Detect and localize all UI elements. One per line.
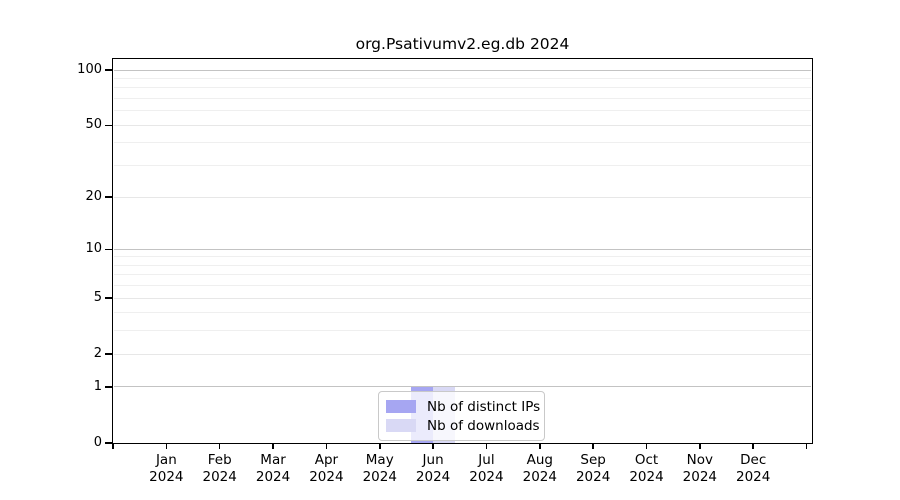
- y-gridline-minor: [114, 78, 811, 80]
- x-axis-label-year: 2024: [309, 469, 344, 485]
- x-axis-label-year: 2024: [736, 469, 771, 485]
- x-axis-tick: [699, 444, 701, 449]
- y-gridline-minor: [114, 98, 811, 100]
- x-axis-tick: [432, 444, 434, 449]
- x-axis-label-month: Oct: [634, 452, 659, 468]
- y-axis-tick: [105, 69, 112, 71]
- x-axis-tick: [165, 444, 168, 449]
- y-gridline-minor: [114, 110, 811, 112]
- y-gridline-minor: [114, 285, 811, 287]
- x-axis-tick: [112, 444, 114, 449]
- legend-label-distinct-ips: Nb of distinct IPs: [427, 398, 541, 415]
- x-axis-label-month: Jul: [478, 452, 495, 468]
- y-gridline-major: [114, 124, 811, 126]
- x-axis-label-year: 2024: [362, 469, 397, 485]
- y-gridline-minor: [114, 264, 811, 266]
- x-axis-label-month: Apr: [314, 452, 339, 468]
- x-axis-label-dec-2024: Dec 2024: [723, 452, 783, 486]
- x-axis-label-month: Jan: [155, 452, 177, 468]
- x-axis-label-jul-2024: Jul 2024: [456, 452, 516, 486]
- x-axis-tick: [805, 444, 808, 449]
- x-axis-label-month: Sep: [580, 452, 606, 468]
- chart-title: org.Psativumv2.eg.db 2024: [355, 35, 570, 53]
- y-gridline-major: [114, 69, 811, 71]
- legend-swatch-distinct-ips-icon: [386, 400, 416, 413]
- x-axis-label-month: Nov: [686, 452, 714, 468]
- x-axis-tick: [218, 444, 221, 449]
- x-axis-tick: [539, 444, 541, 449]
- y-gridline-minor: [114, 256, 811, 258]
- y-gridline-minor: [114, 165, 811, 167]
- x-axis-tick: [752, 444, 754, 449]
- x-axis-tick: [645, 444, 648, 449]
- x-axis-label-month: Jun: [422, 452, 444, 468]
- y-gridline-major: [114, 196, 811, 198]
- x-axis-label-year: 2024: [522, 469, 557, 485]
- y-axis-tick: [105, 297, 112, 299]
- x-axis-label-jun-2024: Jun 2024: [403, 452, 463, 486]
- x-axis-label-aug-2024: Aug 2024: [510, 452, 570, 486]
- x-axis-label-year: 2024: [575, 469, 611, 485]
- x-axis-label-month: Dec: [740, 452, 767, 468]
- legend-label-downloads: Nb of downloads: [427, 417, 540, 434]
- x-axis-label-month: Aug: [526, 452, 553, 468]
- y-axis-tick: [105, 124, 112, 127]
- y-gridline-major: [114, 353, 811, 355]
- y-axis-tick: [105, 386, 112, 388]
- y-gridline-major: [114, 386, 811, 388]
- legend: Nb of distinct IPs Nb of downloads: [378, 391, 545, 441]
- y-axis-tick: [105, 442, 112, 444]
- y-gridline-minor: [114, 142, 811, 144]
- y-axis-label: 2: [93, 346, 102, 362]
- y-axis-label: 20: [85, 189, 102, 204]
- x-axis-label-oct-2024: Oct 2024: [617, 452, 677, 486]
- x-axis-label-may-2024: May 2024: [350, 452, 410, 486]
- plot-area: [113, 59, 812, 443]
- x-axis-label-year: 2024: [629, 469, 664, 485]
- y-axis-tick: [105, 248, 112, 250]
- y-gridline-minor: [114, 274, 811, 276]
- y-gridline-major: [114, 248, 811, 250]
- x-axis-tick: [379, 444, 381, 449]
- x-axis-label-year: 2024: [202, 469, 237, 485]
- y-axis-label: 1: [93, 378, 102, 394]
- legend-item-downloads: Nb of downloads: [386, 419, 540, 433]
- x-axis-label-year: 2024: [149, 469, 184, 485]
- x-axis-label-apr-2024: Apr 2024: [296, 452, 356, 486]
- x-axis-label-month: May: [365, 452, 394, 468]
- y-axis-tick: [105, 196, 112, 198]
- x-axis-label-jan-2024: Jan 2024: [136, 452, 196, 486]
- x-axis-label-year: 2024: [682, 469, 718, 485]
- x-axis-label-feb-2024: Feb 2024: [190, 452, 250, 486]
- y-axis-label: 100: [77, 62, 102, 78]
- legend-item-distinct-ips: Nb of distinct IPs: [386, 400, 540, 414]
- y-gridline-minor: [114, 87, 811, 89]
- x-axis-tick: [272, 444, 274, 449]
- x-axis-label-month: Mar: [260, 452, 286, 468]
- x-axis-tick: [485, 444, 488, 449]
- y-axis-label: 0: [93, 435, 102, 450]
- y-axis-label: 10: [85, 241, 102, 257]
- x-axis-label-nov-2024: Nov 2024: [670, 452, 730, 486]
- legend-swatch-downloads-icon: [386, 419, 416, 432]
- x-axis-label-month: Feb: [207, 452, 232, 468]
- y-gridline-minor: [114, 330, 811, 332]
- x-axis-label-sep-2024: Sep 2024: [563, 452, 623, 486]
- x-axis-tick: [325, 444, 328, 449]
- y-axis-tick: [105, 353, 112, 355]
- x-axis-label-year: 2024: [415, 469, 451, 485]
- y-gridline-minor: [114, 312, 811, 314]
- y-axis-label: 50: [85, 117, 102, 133]
- x-axis-tick: [592, 444, 594, 449]
- x-axis-label-year: 2024: [469, 469, 504, 485]
- x-axis-label-mar-2024: Mar 2024: [243, 452, 303, 486]
- y-gridline-major: [114, 297, 811, 299]
- y-axis-label: 5: [93, 290, 102, 306]
- x-axis-label-year: 2024: [255, 469, 291, 485]
